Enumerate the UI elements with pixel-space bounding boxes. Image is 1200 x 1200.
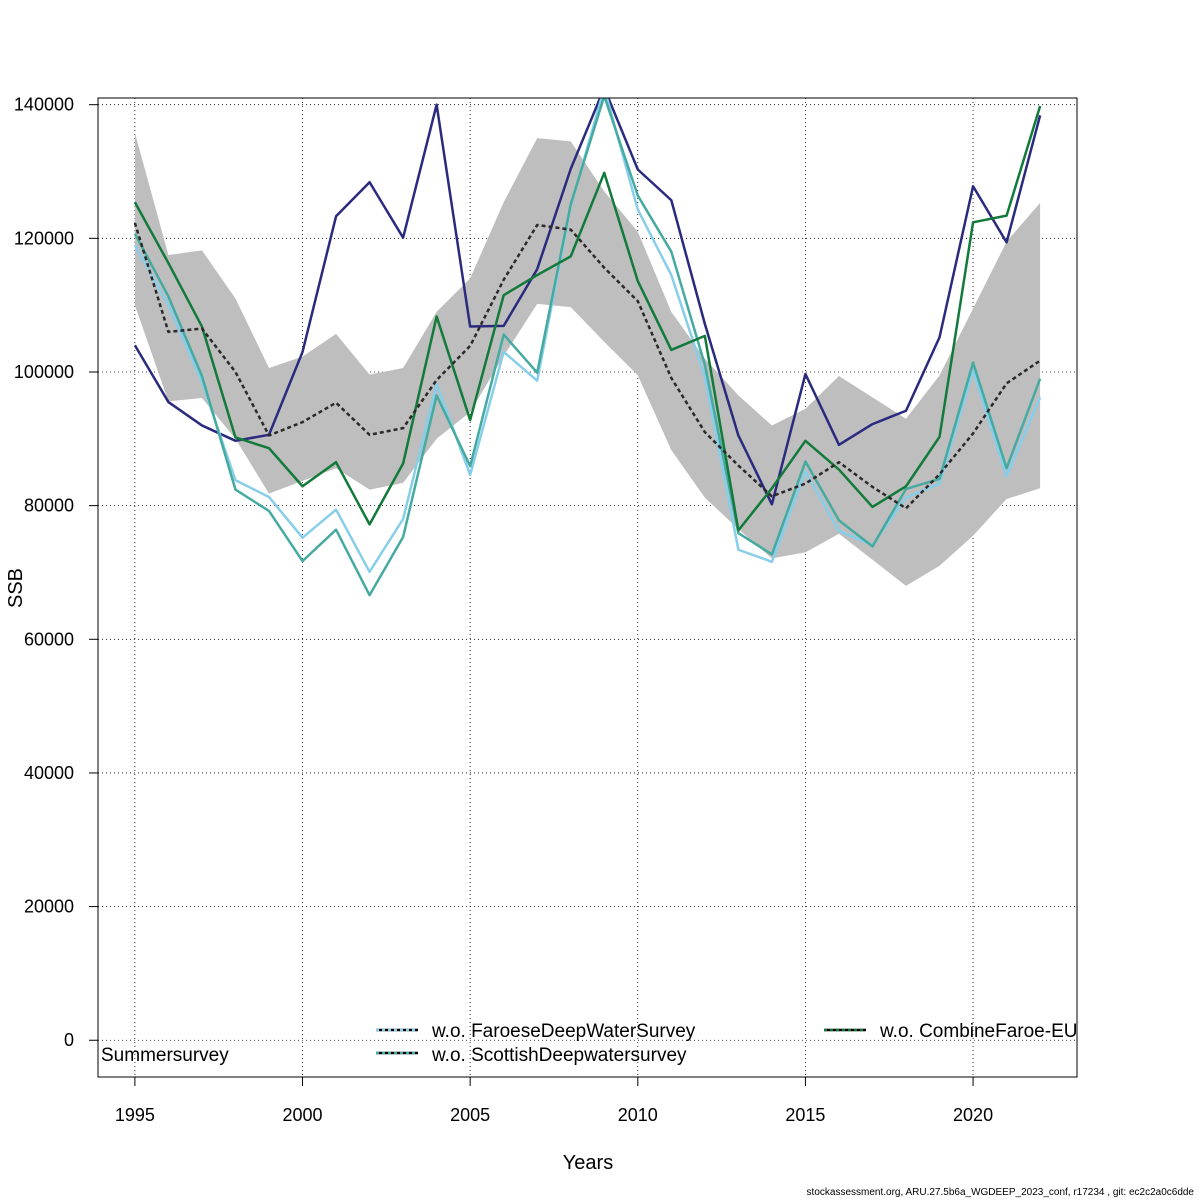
legend-label-summersurvey: Summersurvey: [101, 1045, 229, 1066]
series-line-w-o-faroesedeepwatersurvey: [133, 98, 1042, 574]
legend: Summersurvey w.o. FaroeseDeepWaterSurvey…: [101, 1021, 1077, 1066]
plot-frame: [97, 97, 1078, 1078]
y-tick-label: 40000: [24, 763, 74, 783]
ssb-confidence-band: [134, 132, 1041, 586]
x-tick-label: 2010: [618, 1105, 658, 1125]
series-line-summersurvey: [133, 98, 1042, 506]
y-tick-label: 100000: [14, 362, 74, 382]
x-tick-label: 1995: [115, 1105, 155, 1125]
x-tick-label: 2020: [953, 1105, 993, 1125]
y-tick-label: 20000: [24, 897, 74, 917]
confidence-band: [134, 132, 1041, 586]
legend-label-faroese: w.o. FaroeseDeepWaterSurvey: [431, 1021, 696, 1042]
y-axis: 0 20000 40000 60000 80000 100000 120000 140000: [14, 95, 98, 1050]
footer-credit: stockassessment.org, ARU.27.5b6a_WGDEEP_…: [807, 1187, 1195, 1198]
x-tick-label: 2005: [450, 1105, 490, 1125]
x-axis: 1995 2000 2005 2010 2015 2020: [115, 1077, 993, 1125]
series-lines: [133, 98, 1042, 597]
legend-label-combine: w.o. CombineFaroe-EU: [879, 1021, 1077, 1042]
y-tick-label: 0: [64, 1030, 74, 1050]
y-tick-label: 120000: [14, 228, 74, 248]
y-tick-label: 80000: [24, 496, 74, 516]
series-line-estimate: [133, 222, 1041, 510]
series-line-w-o-scottishdeepwatersurvey: [133, 98, 1042, 597]
x-axis-title: Years: [563, 1152, 613, 1174]
x-tick-label: 2015: [785, 1105, 825, 1125]
y-axis-title: SSB: [5, 568, 27, 608]
y-tick-label: 60000: [24, 629, 74, 649]
legend-clip-combine: w.o. CombineFaroe-EU: [879, 1021, 1077, 1042]
y-tick-label: 140000: [14, 95, 74, 115]
x-tick-label: 2000: [282, 1105, 322, 1125]
legend-label-scottish: w.o. ScottishDeepwatersurvey: [431, 1045, 687, 1066]
